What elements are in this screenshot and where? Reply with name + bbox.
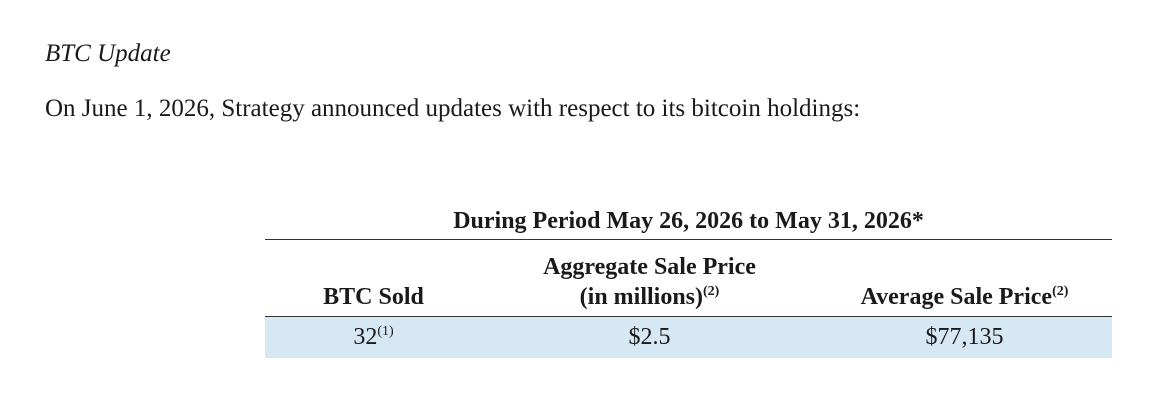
average-sale-price-header: Average Sale Price(2) [817,239,1112,317]
section-heading: BTC Update [45,40,171,67]
average-sale-price-header-label: Average Sale Price [860,284,1053,310]
average-sale-price-cell: $77,135 [817,316,1112,358]
btc-sold-header: BTC Sold [265,239,482,317]
btc-sold-cell: 32(1) [265,316,482,358]
aggregate-sale-price-header-line1: Aggregate Sale Price [543,254,756,280]
average-sale-price-footnote-ref: (2) [1052,284,1069,299]
btc-sales-table: During Period May 26, 2026 to May 31, 20… [265,203,1112,358]
aggregate-sale-price-footnote-ref: (2) [703,284,720,299]
period-header-row: During Period May 26, 2026 to May 31, 20… [265,203,1112,240]
aggregate-sale-price-header: Aggregate Sale Price (in millions)(2) [482,239,817,317]
column-header-row: BTC Sold Aggregate Sale Price (in millio… [265,239,1112,317]
period-header: During Period May 26, 2026 to May 31, 20… [265,203,1112,240]
btc-sold-footnote-ref: (1) [377,324,394,339]
table-row: 32(1) $2.5 $77,135 [265,316,1112,358]
aggregate-sale-price-header-line2: (in millions) [579,284,704,310]
intro-paragraph: On June 1, 2026, Strategy announced upda… [45,95,861,122]
btc-sold-value: 32 [353,324,378,350]
aggregate-sale-price-cell: $2.5 [482,316,817,358]
btc-sold-header-label: BTC Sold [323,284,424,310]
